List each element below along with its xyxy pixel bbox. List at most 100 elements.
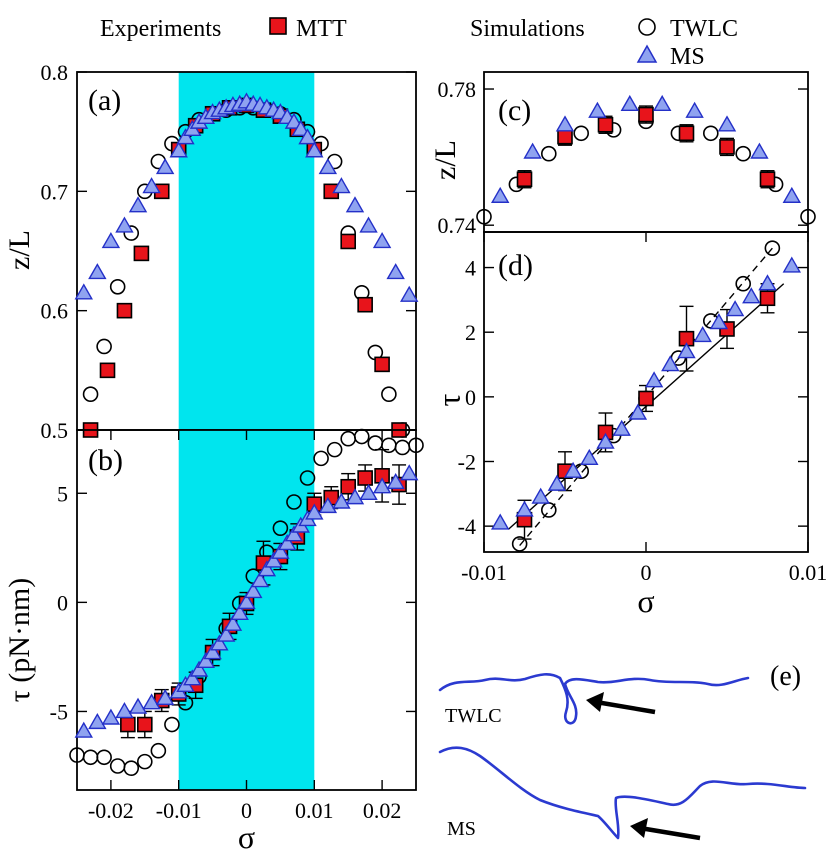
chart-a-point-ms bbox=[142, 177, 161, 194]
chart-b-point-ms bbox=[216, 625, 236, 642]
chart-d-point-ms bbox=[563, 461, 583, 478]
chart-b-point-ms bbox=[244, 582, 263, 599]
chart-c: 0.74 0.78 (c) z/L bbox=[429, 71, 816, 238]
chart-a-point-mtt bbox=[374, 356, 390, 373]
chart-a-point-ms bbox=[176, 128, 195, 145]
chart-a-point-twlc bbox=[96, 338, 112, 355]
chart-c-point-mtt bbox=[719, 139, 735, 155]
chart-c-point-ms bbox=[490, 186, 510, 203]
panel-e-twlc-label: TWLC bbox=[445, 705, 502, 727]
chart-b-point-ms bbox=[74, 721, 93, 738]
chart-d-point-ms bbox=[531, 487, 550, 504]
chart-c-point-twlc bbox=[702, 125, 719, 142]
legend-ms-label: MS bbox=[670, 44, 705, 70]
chart-d: -4 -2 0 2 4 -0.01 0 0.01 (d) τ σ bbox=[430, 231, 828, 619]
chart-c-ytick-label: 0.78 bbox=[438, 77, 477, 102]
ms-arrow-line bbox=[639, 825, 701, 841]
chart-b-point-ms bbox=[318, 496, 338, 514]
chart-a-point-twlc bbox=[123, 225, 140, 241]
chart-a-ytick-label: 0.8 bbox=[41, 60, 69, 85]
chart-c-series-mtt bbox=[516, 105, 776, 189]
chart-c-point-ms bbox=[523, 142, 542, 159]
panel-e-ms-label: MS bbox=[447, 818, 476, 840]
chart-a-point-ms bbox=[88, 263, 107, 280]
chart-d-xtick-label: -0.01 bbox=[461, 560, 507, 585]
chart-b-point-twlc bbox=[96, 749, 112, 766]
chart-b-point-twlc bbox=[272, 520, 289, 536]
chart-c-point-mtt bbox=[638, 106, 654, 123]
chart-c-point-ms bbox=[620, 94, 640, 112]
chart-d-xtick-label: 0.01 bbox=[789, 560, 828, 585]
legend-mtt-marker bbox=[269, 17, 287, 35]
chart-b-point-ms bbox=[257, 560, 277, 577]
chart-b-xtick-label: 0.02 bbox=[363, 798, 402, 823]
chart-d-ytick-label: 2 bbox=[465, 320, 476, 345]
chart-d-point-ms bbox=[742, 287, 761, 304]
chart-b-xtick-label: -0.02 bbox=[88, 798, 134, 823]
twlc-arrow-line bbox=[595, 699, 656, 715]
chart-b-point-twlc bbox=[394, 439, 411, 456]
chart-a-point-twlc bbox=[381, 386, 397, 403]
chart-d-ytick-label: 4 bbox=[465, 256, 476, 281]
chart-d-xtick-label: 0 bbox=[641, 560, 652, 585]
chart-b-point-ms bbox=[189, 660, 209, 677]
chart-d-point-mtt bbox=[638, 390, 654, 407]
chart-c-point-ms bbox=[750, 142, 769, 159]
chart-a-point-ms bbox=[318, 158, 338, 175]
chart-b-point-ms bbox=[250, 571, 270, 588]
legend-twlc-marker bbox=[638, 18, 656, 36]
chart-b-point-twlc bbox=[82, 749, 99, 766]
top-legend: Experiments MTT Simulations TWLC MS bbox=[100, 16, 738, 70]
chart-b-point-ms bbox=[305, 503, 324, 520]
chart-a-ylabel: z/L bbox=[3, 230, 36, 270]
chart-b-point-ms bbox=[210, 634, 229, 651]
legend-twlc-label: TWLC bbox=[670, 16, 738, 42]
chart-b-point-twlc bbox=[123, 760, 140, 776]
panel-e: (e) TWLC MS bbox=[438, 661, 807, 841]
chart-a-point-mtt bbox=[116, 302, 133, 319]
chart-d-point-mtt bbox=[759, 290, 776, 307]
chart-d-point-ms bbox=[490, 513, 510, 530]
chart-d-point-ms bbox=[612, 419, 631, 436]
chart-b-point-ms bbox=[142, 693, 161, 710]
chart-a-point-mtt bbox=[340, 233, 357, 250]
charts: 0.5 0.6 0.7 0.8 (a) z/L -5 0 5 -0.02 -0.01 0 0.01 0.0… bbox=[3, 60, 827, 855]
chart-b-point-ms bbox=[196, 651, 216, 668]
chart-b-point-ms bbox=[277, 534, 297, 551]
chart-b-point-mtt bbox=[340, 478, 357, 495]
chart-b-panel-label: (b) bbox=[88, 444, 123, 477]
chart-d-series-ms bbox=[490, 256, 802, 530]
legend-experiments-label: Experiments bbox=[100, 16, 221, 42]
chart-d-series-mtt bbox=[516, 283, 776, 540]
chart-d-point-ms bbox=[661, 355, 680, 372]
chart-c-point-mtt bbox=[516, 171, 533, 188]
chart-a-point-twlc bbox=[109, 278, 126, 295]
chart-c-point-twlc bbox=[800, 208, 816, 225]
chart-b-ytick-label: 0 bbox=[57, 590, 68, 615]
chart-d-point-ms bbox=[677, 342, 696, 359]
chart-c-series-twlc bbox=[476, 113, 816, 225]
chart-b-series-ms bbox=[74, 464, 419, 738]
legend-ms-marker bbox=[636, 44, 658, 63]
chart-b-ytick-label: 5 bbox=[57, 481, 68, 506]
chart-d-point-twlc bbox=[511, 536, 528, 552]
chart-c-point-ms bbox=[652, 94, 672, 112]
chart-d-point-ms bbox=[644, 371, 664, 388]
chart-b-point-ms bbox=[386, 472, 405, 490]
chart-b-point-ms bbox=[101, 708, 121, 725]
chart-b-xtick-label: -0.01 bbox=[156, 798, 202, 823]
chart-b: -5 0 5 -0.02 -0.01 0 0.01 0.02 (b) τ (pN·nm) σ bbox=[3, 428, 424, 855]
chart-c-point-mtt bbox=[557, 128, 573, 145]
ms-conformation-curve bbox=[438, 746, 807, 840]
chart-a-ytick-label: 0.6 bbox=[41, 299, 69, 324]
chart-c-point-ms bbox=[782, 186, 802, 203]
chart-c-point-mtt bbox=[759, 171, 776, 188]
chart-a-point-ms bbox=[359, 216, 378, 233]
chart-c-point-twlc bbox=[573, 125, 590, 142]
chart-d-point-twlc bbox=[735, 275, 752, 292]
chart-b-ylabel: τ (pN·nm) bbox=[3, 578, 36, 703]
chart-b-point-ms bbox=[271, 542, 290, 559]
panel-e-label: (e) bbox=[770, 661, 801, 692]
chart-b-point-ms bbox=[372, 477, 392, 494]
